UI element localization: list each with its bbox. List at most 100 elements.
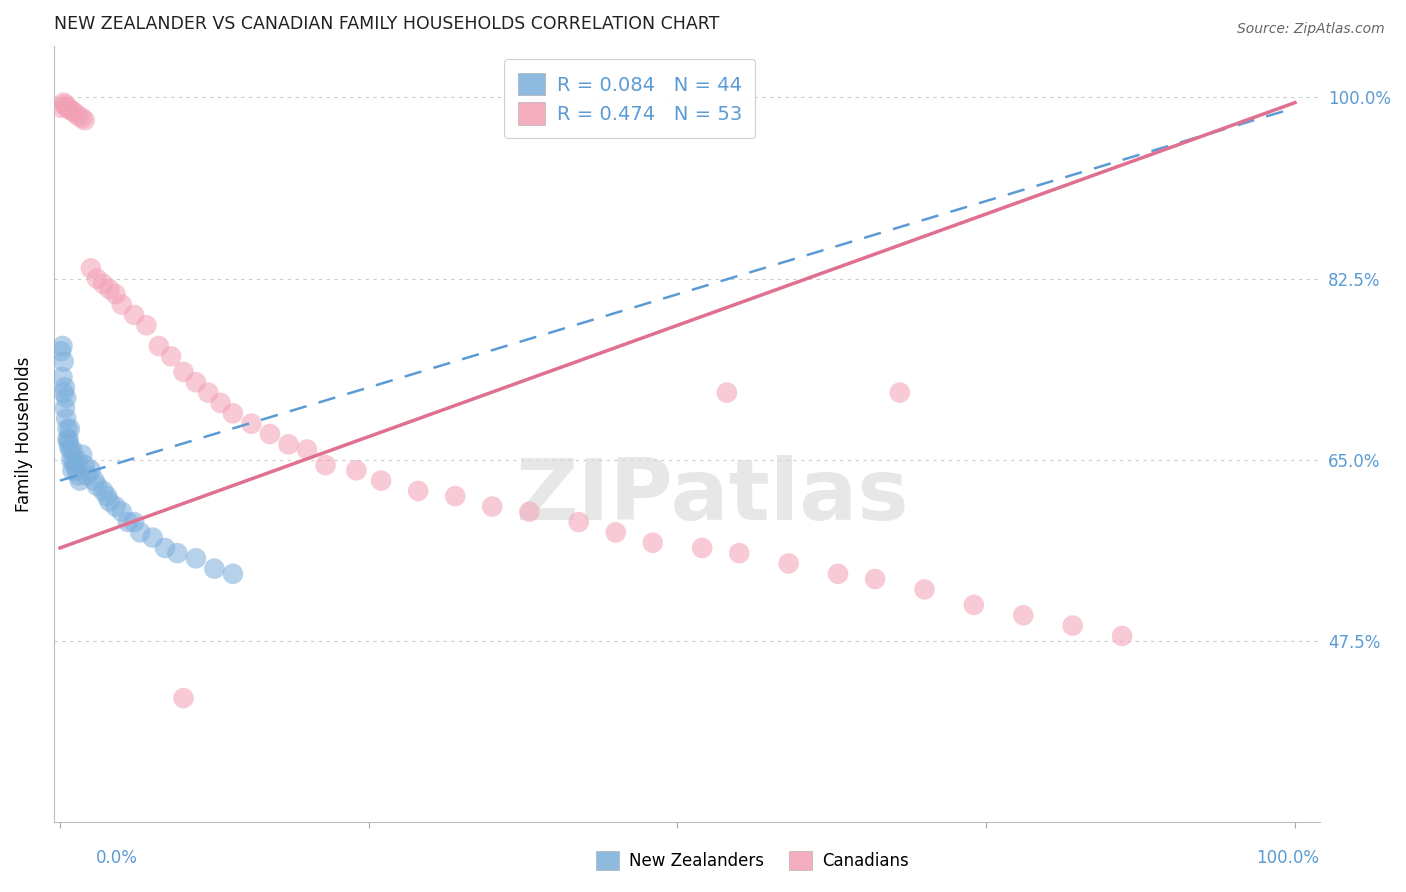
Point	[827, 566, 849, 581]
Point	[59, 422, 82, 436]
Point	[914, 582, 936, 597]
Point	[202, 562, 225, 576]
Point	[59, 442, 82, 457]
Point	[55, 100, 77, 114]
Point	[51, 339, 73, 353]
Point	[60, 442, 83, 457]
Point	[690, 541, 713, 555]
Point	[69, 474, 91, 488]
Point	[1062, 618, 1084, 632]
Point	[481, 500, 503, 514]
Point	[52, 354, 75, 368]
Point	[86, 271, 108, 285]
Point	[91, 483, 114, 498]
Point	[222, 566, 245, 581]
Point	[184, 551, 207, 566]
Point	[58, 432, 80, 446]
Point	[104, 500, 127, 514]
Point	[60, 453, 83, 467]
Point	[86, 479, 108, 493]
Point	[55, 411, 77, 425]
Point	[517, 505, 540, 519]
Text: Source: ZipAtlas.com: Source: ZipAtlas.com	[1237, 22, 1385, 37]
Point	[148, 339, 170, 353]
Point	[122, 308, 145, 322]
Point	[80, 261, 103, 276]
Point	[444, 489, 467, 503]
Point	[778, 557, 800, 571]
Point	[142, 531, 165, 545]
Point	[863, 572, 886, 586]
Point	[963, 598, 986, 612]
Point	[111, 297, 134, 311]
Point	[111, 505, 134, 519]
Point	[96, 489, 118, 503]
Point	[889, 385, 911, 400]
Point	[62, 453, 84, 467]
Legend: New Zealanders, Canadians: New Zealanders, Canadians	[589, 844, 915, 877]
Point	[70, 111, 93, 125]
Point	[1111, 629, 1133, 643]
Point	[184, 376, 207, 390]
Point	[370, 474, 392, 488]
Point	[1012, 608, 1035, 623]
Point	[73, 113, 96, 128]
Point	[91, 277, 114, 291]
Point	[259, 427, 281, 442]
Point	[122, 515, 145, 529]
Point	[222, 406, 245, 420]
Text: 0.0%: 0.0%	[96, 849, 138, 867]
Point	[728, 546, 751, 560]
Point	[76, 468, 98, 483]
Point	[51, 101, 73, 115]
Point	[63, 458, 86, 472]
Point	[83, 474, 105, 488]
Point	[277, 437, 299, 451]
Point	[70, 448, 93, 462]
Point	[66, 453, 89, 467]
Point	[80, 463, 103, 477]
Point	[104, 287, 127, 301]
Point	[98, 282, 121, 296]
Point	[406, 483, 429, 498]
Point	[197, 385, 219, 400]
Point	[63, 106, 86, 120]
Point	[52, 385, 75, 400]
Point	[295, 442, 318, 457]
Point	[53, 97, 76, 112]
Point	[51, 370, 73, 384]
Point	[173, 365, 195, 379]
Point	[55, 391, 77, 405]
Point	[53, 380, 76, 394]
Point	[67, 468, 90, 483]
Point	[315, 458, 337, 472]
Point	[641, 535, 664, 549]
Point	[51, 344, 73, 359]
Point	[160, 349, 183, 363]
Point	[166, 546, 188, 560]
Point	[60, 463, 83, 477]
Point	[59, 103, 82, 117]
Point	[67, 109, 90, 123]
Point	[117, 515, 139, 529]
Point	[73, 458, 96, 472]
Point	[209, 396, 232, 410]
Point	[60, 103, 83, 118]
Point	[173, 691, 195, 706]
Point	[240, 417, 263, 431]
Text: NEW ZEALANDER VS CANADIAN FAMILY HOUSEHOLDS CORRELATION CHART: NEW ZEALANDER VS CANADIAN FAMILY HOUSEHO…	[53, 15, 720, 33]
Text: 100.0%: 100.0%	[1256, 849, 1319, 867]
Point	[344, 463, 367, 477]
Point	[58, 101, 80, 115]
Legend: R = 0.084   N = 44, R = 0.474   N = 53: R = 0.084 N = 44, R = 0.474 N = 53	[505, 59, 755, 138]
Point	[52, 95, 75, 110]
Point	[605, 525, 627, 540]
Point	[129, 525, 152, 540]
Point	[56, 432, 79, 446]
Point	[153, 541, 176, 555]
Text: ZIPatlas: ZIPatlas	[515, 455, 908, 538]
Point	[568, 515, 591, 529]
Point	[98, 494, 121, 508]
Point	[58, 437, 80, 451]
Point	[65, 463, 87, 477]
